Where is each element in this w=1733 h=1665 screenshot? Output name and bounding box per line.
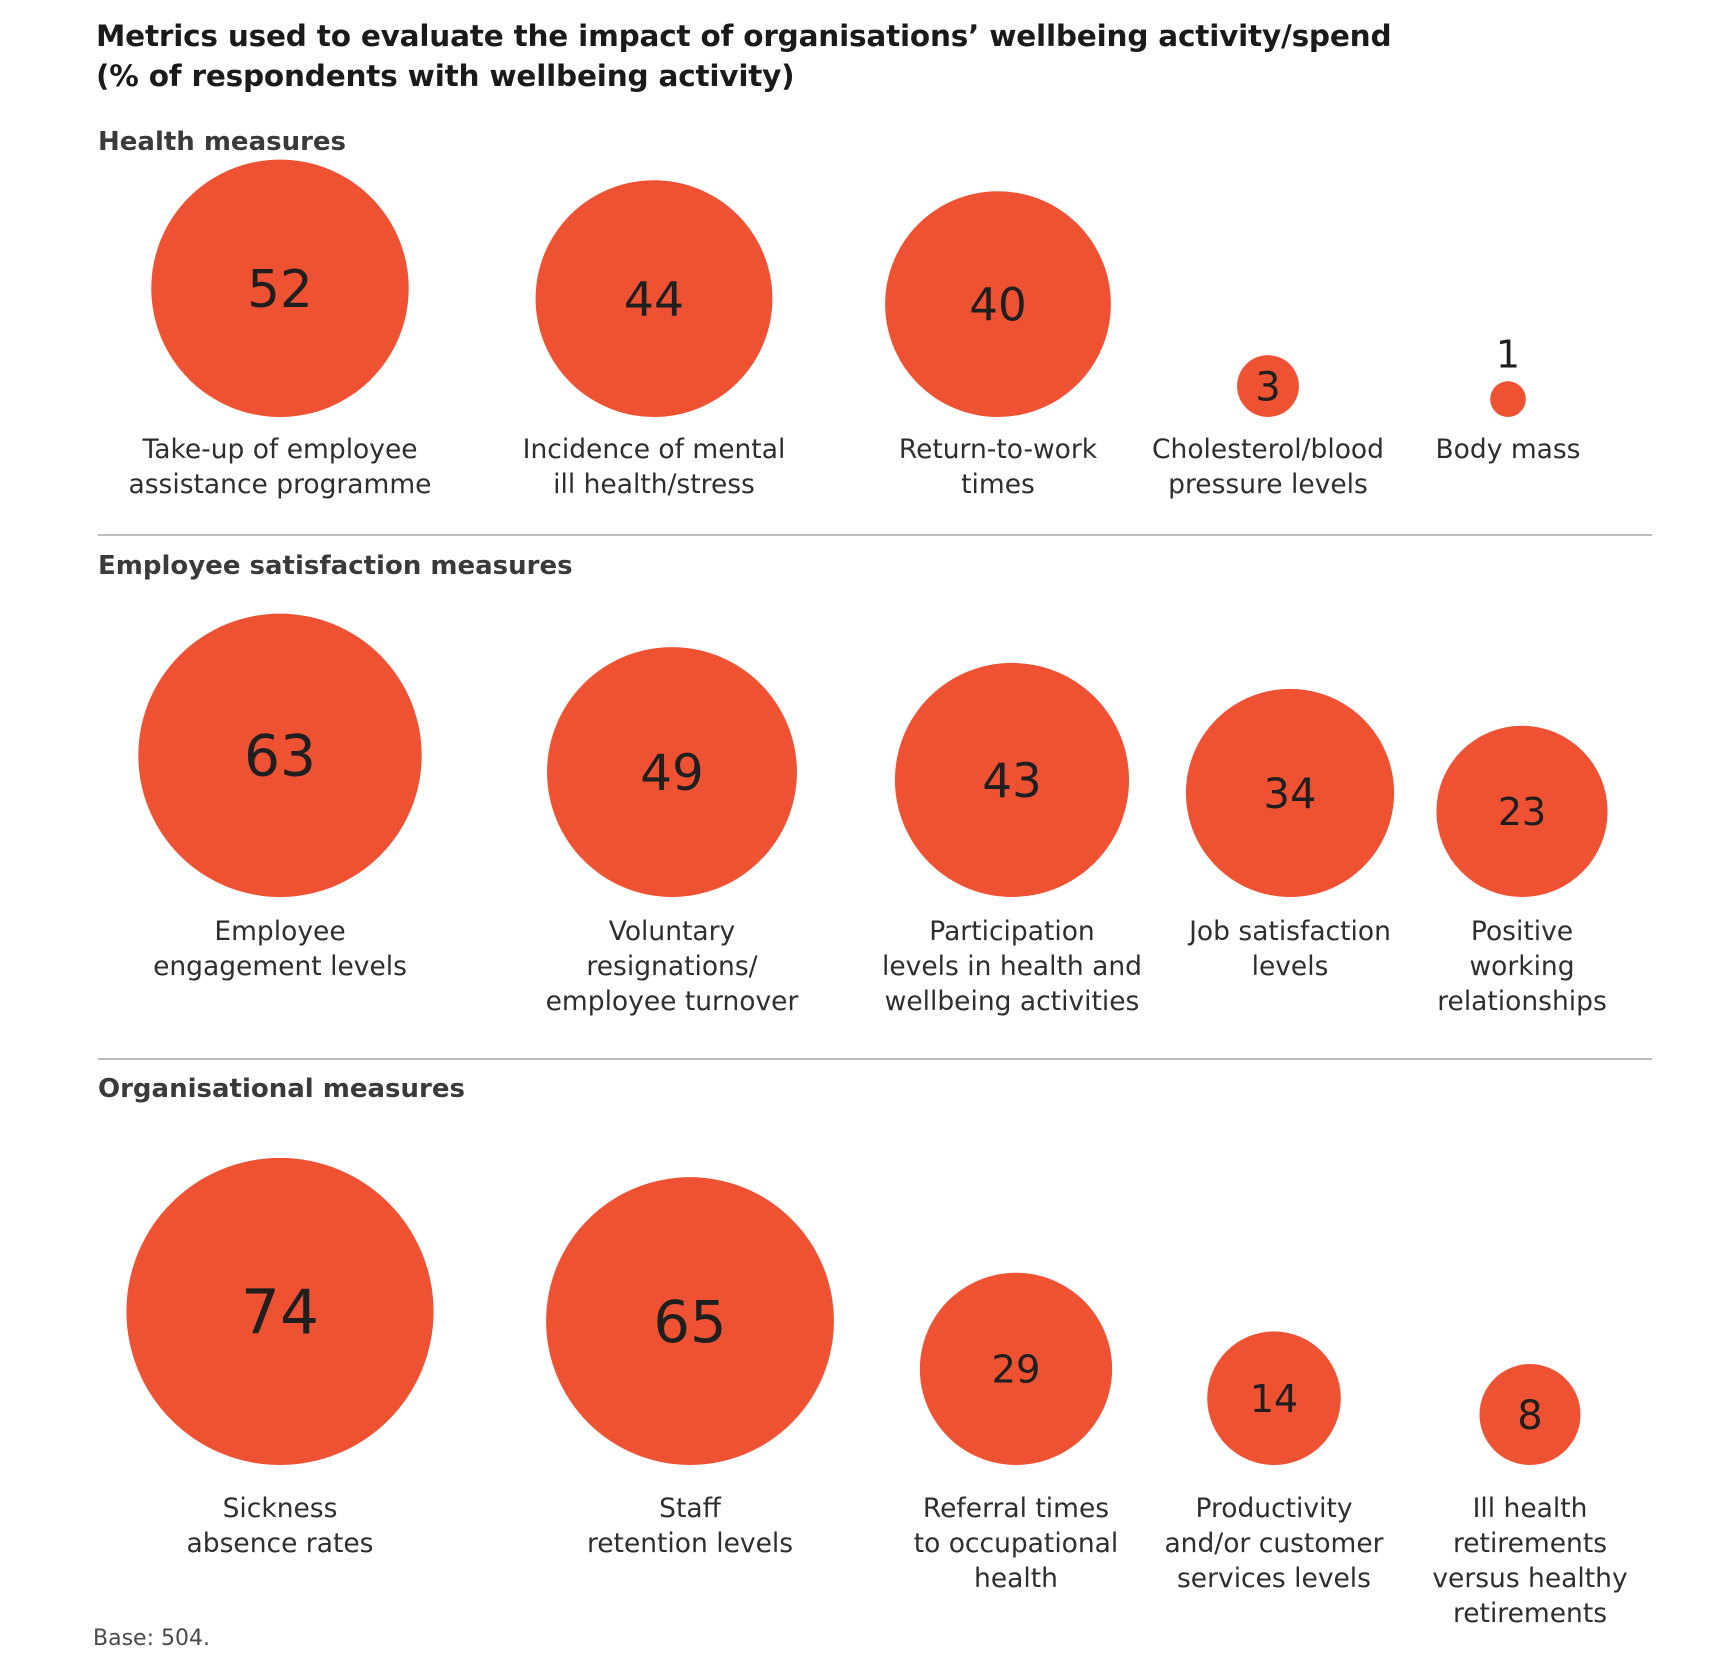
value-label: 34	[1264, 769, 1317, 818]
category-label: engagement levels	[153, 951, 407, 982]
value-label: 8	[1517, 1393, 1542, 1439]
section-title: Employee satisfaction measures	[98, 551, 573, 581]
bubble	[138, 613, 422, 897]
groups-layer: Health measures 52 Take-up of employee assi…	[98, 127, 1652, 1629]
section-title: Organisational measures	[98, 1074, 465, 1104]
bubble	[1479, 1364, 1581, 1465]
category-label: Take-up of employee	[141, 434, 417, 465]
category-label: Cholesterol/blood	[1152, 434, 1384, 465]
category-label: Incidence of mental	[523, 434, 786, 465]
category-label: times	[961, 469, 1035, 500]
value-label: 23	[1498, 790, 1546, 834]
group-organisational-measures: Organisational measures 74 Sickness absence…	[98, 1074, 1628, 1629]
value-label: 43	[982, 755, 1042, 809]
category-label: health	[974, 1563, 1058, 1594]
bubble	[546, 1177, 834, 1466]
category-label: levels	[1252, 951, 1329, 982]
category-label: Referral times	[923, 1493, 1109, 1524]
bubble	[894, 662, 1130, 897]
category-label: Body mass	[1436, 434, 1581, 465]
bubble	[919, 1272, 1113, 1465]
category-label: absence rates	[187, 1528, 374, 1559]
value-label: 65	[653, 1289, 726, 1356]
category-label: retention levels	[587, 1528, 793, 1559]
category-label: Job satisfaction	[1187, 916, 1391, 947]
category-label: ill health/stress	[553, 469, 755, 500]
section-title: Health measures	[98, 127, 346, 157]
category-label: Employee	[214, 916, 345, 947]
category-label: Staff	[659, 1493, 721, 1524]
chart-title: Metrics used to evaluate the impact of o…	[96, 19, 1391, 53]
value-label: 14	[1250, 1377, 1298, 1421]
base-note: Base: 504.	[93, 1626, 210, 1651]
bubble	[1185, 688, 1395, 897]
value-label: 29	[992, 1348, 1041, 1393]
bubble	[1436, 725, 1608, 897]
category-label: Positive	[1471, 916, 1573, 947]
bubble	[151, 159, 409, 417]
group-employee-satisfaction-measures: Employee satisfaction measures 63 Employee…	[98, 551, 1608, 1017]
category-label: pressure levels	[1168, 469, 1368, 500]
category-label: employee turnover	[546, 986, 799, 1017]
bubble	[535, 180, 773, 417]
category-label: assistance programme	[129, 469, 432, 500]
category-label: wellbeing activities	[885, 986, 1140, 1017]
value-label: 52	[247, 260, 313, 320]
category-label: Voluntary	[609, 916, 735, 947]
category-label: Productivity	[1195, 1493, 1352, 1524]
category-label: resignations/	[586, 951, 757, 982]
category-label: retirements	[1453, 1598, 1607, 1629]
category-label: Participation	[929, 916, 1094, 947]
category-label: relationships	[1437, 986, 1607, 1017]
bubble	[1490, 381, 1526, 417]
category-label: levels in health and	[882, 951, 1142, 982]
bubble	[126, 1157, 434, 1465]
bubble	[1237, 355, 1299, 417]
category-label: and/or customer	[1164, 1528, 1383, 1559]
bubble	[885, 191, 1111, 417]
value-label: 74	[241, 1278, 319, 1349]
value-label: 40	[969, 278, 1026, 331]
category-label: Ill health	[1473, 1493, 1588, 1524]
category-label: services levels	[1177, 1563, 1371, 1594]
bubble	[547, 647, 797, 897]
category-label: versus healthy	[1432, 1563, 1627, 1594]
value-label: 49	[640, 744, 704, 802]
category-label: retirements	[1453, 1528, 1607, 1559]
category-label: Sickness	[223, 1493, 338, 1524]
category-label: Return-to-work	[899, 434, 1098, 465]
category-label: working	[1469, 951, 1574, 982]
value-label: 44	[624, 273, 684, 328]
value-label: 3	[1255, 364, 1280, 410]
chart-subtitle: (% of respondents with wellbeing activit…	[96, 59, 794, 93]
bubble	[1207, 1331, 1341, 1465]
group-health-measures: Health measures 52 Take-up of employee assi…	[98, 127, 1581, 500]
category-label: to occupational	[914, 1528, 1119, 1559]
value-label: 1	[1496, 332, 1520, 376]
value-label: 63	[244, 724, 316, 790]
